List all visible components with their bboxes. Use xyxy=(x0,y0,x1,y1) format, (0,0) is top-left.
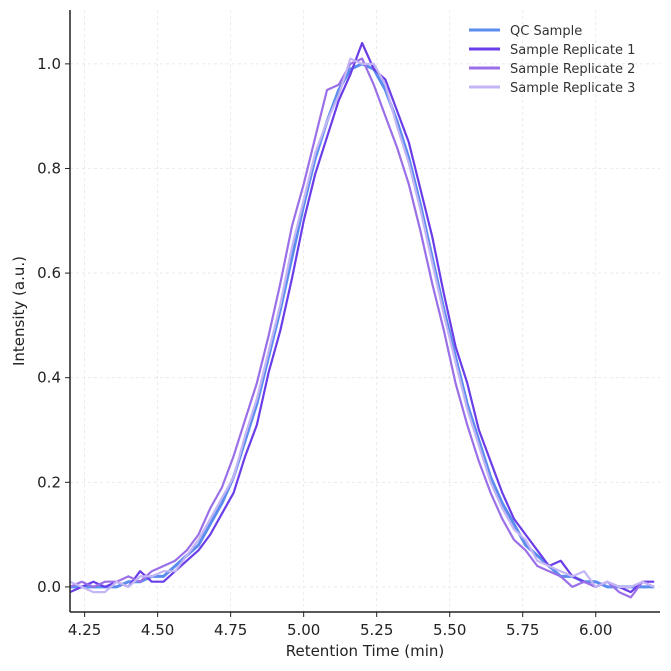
series-line-replicate-2 xyxy=(69,57,655,599)
y-ticks: 0.0 0.2 0.4 0.6 0.8 1.0 xyxy=(37,55,70,596)
series-lines xyxy=(69,41,655,599)
x-tick-label: 5.00 xyxy=(287,621,320,639)
y-tick-label: 0.4 xyxy=(37,369,61,387)
legend-label: Sample Replicate 2 xyxy=(510,62,635,77)
x-tick-label: 5.75 xyxy=(506,621,539,639)
x-tick-label: 6.00 xyxy=(579,621,612,639)
y-tick-label: 0.0 xyxy=(37,578,61,596)
y-tick-label: 0.6 xyxy=(37,264,61,282)
x-tick-label: 4.75 xyxy=(214,621,247,639)
x-axis-label: Retention Time (min) xyxy=(286,642,445,660)
y-tick-label: 0.8 xyxy=(37,159,61,177)
x-tick-label: 5.25 xyxy=(360,621,393,639)
y-tick-label: 0.2 xyxy=(37,473,61,491)
x-tick-label: 4.50 xyxy=(141,621,174,639)
x-tick-label: 5.50 xyxy=(433,621,466,639)
series-line-replicate-1 xyxy=(69,41,655,594)
grid xyxy=(70,10,660,612)
x-ticks: 4.25 4.50 4.75 5.00 5.25 5.50 5.75 6.00 xyxy=(68,612,612,639)
legend: QC Sample Sample Replicate 1 Sample Replic… xyxy=(469,24,635,96)
legend-label: QC Sample xyxy=(510,24,582,39)
legend-label: Sample Replicate 1 xyxy=(510,43,635,58)
legend-label: Sample Replicate 3 xyxy=(510,81,635,96)
y-tick-label: 1.0 xyxy=(37,55,61,73)
x-tick-label: 4.25 xyxy=(68,621,101,639)
series-line-replicate-3 xyxy=(69,57,655,594)
y-axis-label: Intensity (a.u.) xyxy=(10,256,28,366)
